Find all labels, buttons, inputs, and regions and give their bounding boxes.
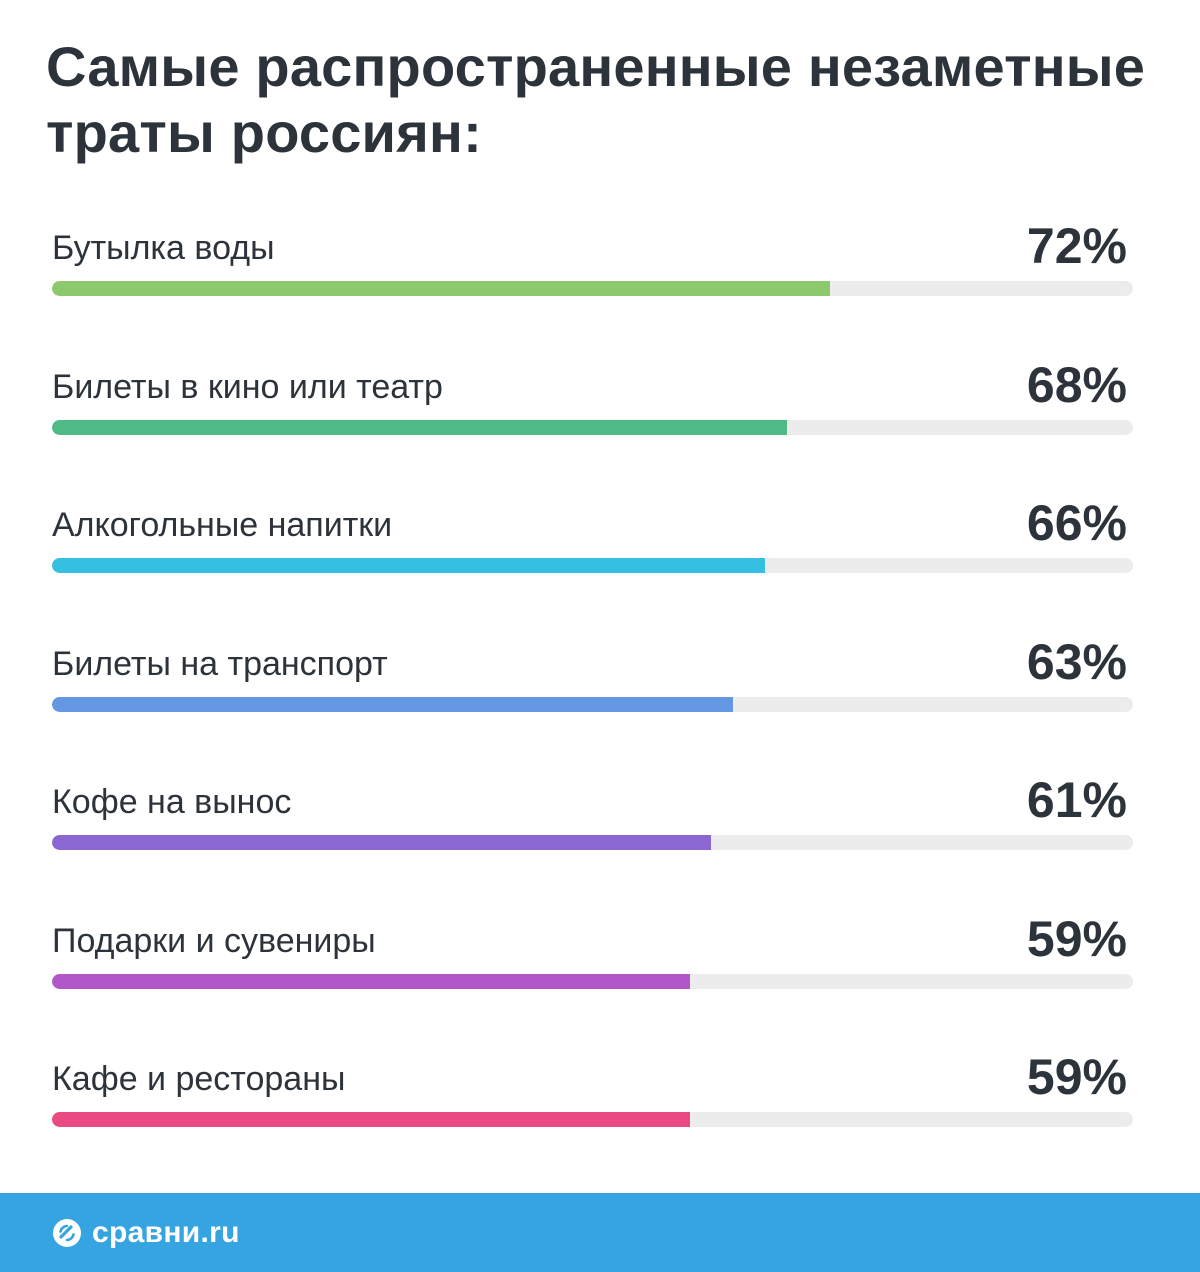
bar-row: Билеты на транспорт 63% [52,633,1133,775]
category-label: Алкогольные напитки [52,506,393,544]
value-label: 59% [1026,910,1127,967]
bar [52,419,787,435]
category-label: Билеты на транспорт [52,644,388,683]
chart-title: Самые распространенные незаметные траты … [46,35,1146,164]
bar [52,973,690,989]
bar-row: Подарки и сувениры 59% [52,910,1133,1052]
bar-track [52,281,1133,296]
bar-track [52,973,1133,989]
value-label: 63% [1026,633,1127,690]
brand[interactable]: сравни.ru [52,1213,240,1253]
bar [52,835,711,850]
category-label: Подарки и сувениры [52,921,376,960]
bar-track [52,419,1133,435]
bar-row: Билеты в кино или театр 68% [52,356,1133,498]
bar [52,1112,690,1127]
value-label: 66% [1026,495,1127,551]
bar-list: Бутылка воды 72% Билеты в кино или театр 68… [52,218,1133,1190]
category-label: Билеты в кино или театр [52,367,443,406]
bar-row: Бутылка воды 72% [52,218,1133,359]
brand-name: сравни.ru [92,1216,240,1249]
bar-track [52,1112,1133,1127]
bar [52,558,765,573]
sravni-logo-icon [53,1219,81,1247]
bar-track [52,835,1133,850]
value-label: 72% [1026,218,1127,274]
category-label: Кафе и рестораны [52,1060,346,1098]
category-label: Бутылка воды [52,229,275,267]
bar-row: Кафе и рестораны 59% [52,1049,1133,1190]
bar-row: Алкогольные напитки 66% [52,495,1133,636]
value-label: 68% [1026,356,1127,413]
value-label: 59% [1026,1049,1127,1105]
bar [52,696,733,712]
category-label: Кофе на вынос [52,783,292,821]
bar [52,281,830,296]
value-label: 61% [1026,772,1127,828]
footer-bar: сравни.ru [0,1193,1200,1272]
bar-track [52,696,1133,712]
bar-track [52,558,1133,573]
bar-row: Кофе на вынос 61% [52,772,1133,913]
